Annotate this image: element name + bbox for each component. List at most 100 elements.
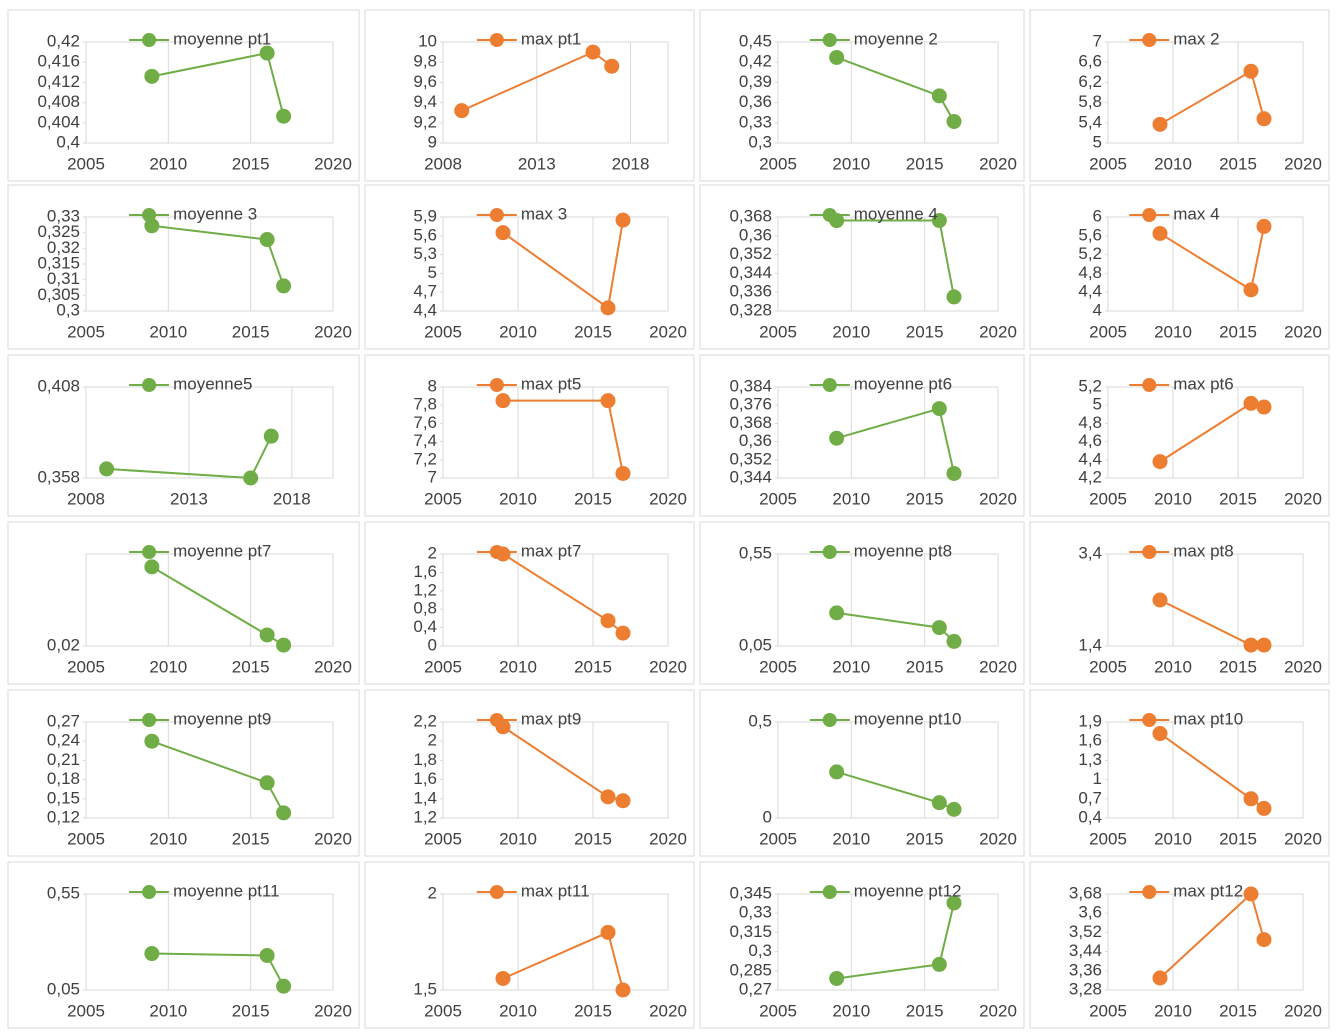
legend-label: moyenne pt9 (173, 709, 271, 728)
series-line (836, 407, 955, 474)
legend-marker (822, 33, 837, 47)
x-tick-label: 2015 (232, 657, 270, 676)
data-point (495, 225, 511, 241)
y-tick-label: 4,8 (1078, 413, 1102, 432)
y-tick-label: 0,336 (729, 282, 772, 301)
y-tick-label: 2,2 (413, 711, 437, 730)
data-point (1243, 886, 1259, 902)
y-tick-label: 3,52 (1069, 922, 1102, 941)
panel-border (364, 9, 695, 182)
data-point (1152, 592, 1168, 608)
legend-marker (142, 33, 157, 47)
y-tick-label: 3,6 (1078, 903, 1102, 922)
y-tick-label: 0,55 (47, 883, 80, 902)
plot-border (777, 216, 999, 312)
y-tick-label: 9 (428, 132, 437, 151)
y-tick-label: 0,36 (739, 92, 772, 111)
y-tick-label: 0,384 (729, 376, 772, 395)
x-tick-label: 2005 (1089, 322, 1127, 341)
y-tick-label: 4,4 (1078, 282, 1102, 301)
data-point (1243, 791, 1259, 807)
y-tick-label: 0,27 (47, 711, 80, 730)
legend-marker (1142, 378, 1157, 392)
y-tick-label: 0,408 (37, 376, 80, 395)
x-tick-label: 2010 (499, 657, 537, 676)
x-tick-label: 2015 (906, 322, 944, 341)
plot-border (442, 893, 669, 991)
y-tick-label: 3,36 (1069, 960, 1102, 979)
x-tick-label: 2015 (232, 154, 270, 173)
y-tick-label: 0,42 (739, 52, 772, 71)
y-tick-label: 0,345 (729, 883, 772, 902)
panel-border (364, 354, 695, 517)
data-point (276, 805, 292, 821)
series-line (1159, 402, 1265, 463)
data-point (276, 978, 292, 994)
x-tick-label: 2005 (759, 322, 797, 341)
panel-border (1029, 689, 1330, 857)
plot-border (442, 721, 669, 819)
legend-label: moyenne pt1 (173, 29, 271, 48)
data-point (243, 470, 259, 486)
y-tick-label: 1,3 (1078, 750, 1102, 769)
y-tick-label: 6,6 (1078, 52, 1102, 71)
y-tick-label: 5,3 (413, 244, 437, 263)
x-tick-label: 2010 (499, 829, 537, 848)
y-tick-label: 4,8 (1078, 263, 1102, 282)
data-point (829, 605, 845, 621)
y-tick-label: 9,8 (413, 52, 437, 71)
legend-label: moyenne pt8 (854, 541, 952, 560)
data-point (946, 113, 962, 129)
y-tick-label: 5,4 (1078, 112, 1102, 131)
y-tick-label: 9,4 (413, 92, 437, 111)
y-tick-label: 4,7 (413, 282, 437, 301)
y-tick-label: 2 (428, 543, 437, 562)
legend-marker (489, 885, 504, 899)
y-tick-label: 4,4 (413, 300, 437, 319)
y-tick-label: 0,12 (47, 807, 80, 826)
y-tick-label: 3,4 (1078, 543, 1102, 562)
plot-border (777, 893, 999, 991)
y-tick-label: 1,6 (413, 769, 437, 788)
legend-marker (489, 378, 504, 392)
legend-label: max pt11 (521, 881, 590, 900)
panel-border (1029, 861, 1330, 1029)
x-tick-label: 2005 (424, 1001, 462, 1020)
data-point (99, 461, 115, 477)
x-tick-label: 2018 (612, 154, 650, 173)
legend-marker (822, 378, 837, 392)
x-tick-label: 2018 (273, 489, 311, 508)
legend-label: moyenne 2 (854, 29, 938, 48)
plot-border (85, 216, 334, 312)
y-tick-label: 0,18 (47, 769, 80, 788)
data-point (276, 108, 292, 124)
y-tick-label: 1,6 (1078, 731, 1102, 750)
data-point (829, 430, 845, 446)
y-tick-label: 0,408 (37, 92, 80, 111)
x-tick-label: 2020 (1284, 1001, 1322, 1020)
legend-label: max pt1 (521, 29, 581, 48)
y-tick-label: 0,315 (37, 253, 80, 272)
x-tick-label: 2005 (1089, 657, 1127, 676)
x-tick-label: 2015 (232, 1001, 270, 1020)
y-tick-label: 0,15 (47, 788, 80, 807)
x-tick-label: 2005 (67, 657, 105, 676)
y-tick-label: 0,404 (37, 112, 80, 131)
x-tick-label: 2010 (499, 489, 537, 508)
data-point (931, 213, 947, 229)
data-point (615, 793, 631, 809)
panel-border (1029, 184, 1330, 350)
y-tick-label: 0,412 (37, 72, 80, 91)
legend-marker (1142, 545, 1157, 559)
legend-label: max pt7 (521, 541, 581, 560)
x-tick-label: 2005 (424, 657, 462, 676)
x-tick-label: 2010 (832, 322, 870, 341)
y-tick-label: 0,27 (739, 979, 772, 998)
x-tick-label: 2020 (1284, 657, 1322, 676)
y-tick-label: 0,352 (729, 449, 772, 468)
data-point (1256, 932, 1272, 948)
panel-border (1029, 354, 1330, 517)
x-tick-label: 2005 (759, 489, 797, 508)
legend-label: max pt12 (1173, 881, 1243, 900)
y-tick-label: 7,2 (413, 449, 437, 468)
